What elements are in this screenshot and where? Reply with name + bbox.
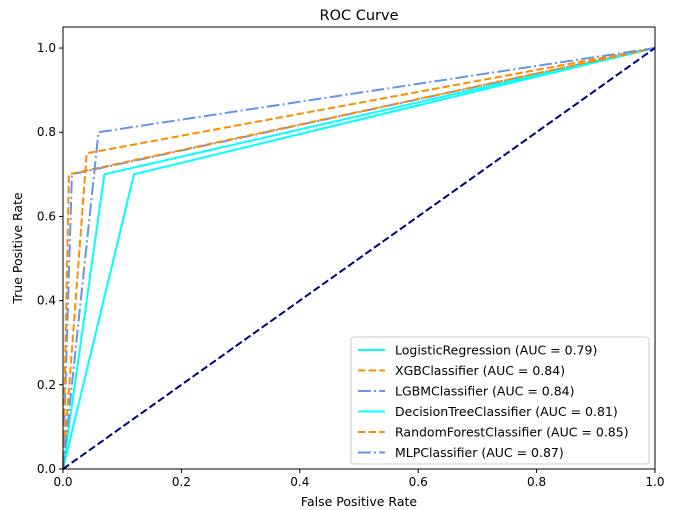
y-tick-label: 0.4 [37, 294, 56, 308]
y-axis-label: True Positive Rate [10, 192, 25, 305]
legend-label: LogisticRegression (AUC = 0.79) [395, 343, 597, 358]
x-axis-label: False Positive Rate [301, 494, 417, 509]
series-line-4 [62, 47, 656, 470]
legend-label: DecisionTreeClassifier (AUC = 0.81) [395, 404, 618, 419]
series-line-1 [62, 47, 656, 470]
x-tick-label: 0.2 [172, 475, 191, 489]
x-tick-label: 0.0 [53, 475, 72, 489]
series-line-6 [62, 47, 656, 470]
legend-label: XGBClassifier (AUC = 0.84) [395, 363, 565, 378]
x-tick-label: 1.0 [645, 475, 664, 489]
x-tick-label: 0.6 [409, 475, 428, 489]
legend-label: MLPClassifier (AUC = 0.87) [395, 445, 564, 460]
x-tick-label: 0.4 [290, 475, 309, 489]
legend: LogisticRegression (AUC = 0.79) XGBClassi… [350, 336, 650, 465]
x-axis-ticks: 0.0 0.2 0.4 0.6 0.8 1.0 [53, 469, 665, 489]
x-tick-label: 0.8 [527, 475, 546, 489]
y-tick-label: 0.8 [37, 125, 56, 139]
y-tick-label: 0.6 [37, 209, 56, 223]
axes-frame [62, 26, 656, 470]
y-tick-label: 0.2 [37, 378, 56, 392]
legend-box [350, 336, 650, 465]
legend-label: LGBMClassifier (AUC = 0.84) [395, 384, 574, 399]
series-line-5 [62, 47, 656, 470]
legend-label: RandomForestClassifier (AUC = 0.85) [395, 425, 629, 440]
y-tick-label: 1.0 [37, 41, 56, 55]
y-axis-ticks: 0.0 0.2 0.4 0.6 0.8 1.0 [37, 41, 63, 476]
plot-area [62, 26, 656, 470]
series-line-2 [62, 47, 656, 470]
diagonal-reference-line [62, 47, 656, 470]
y-tick-label: 0.0 [37, 462, 56, 476]
chart-title: ROC Curve [320, 8, 399, 24]
